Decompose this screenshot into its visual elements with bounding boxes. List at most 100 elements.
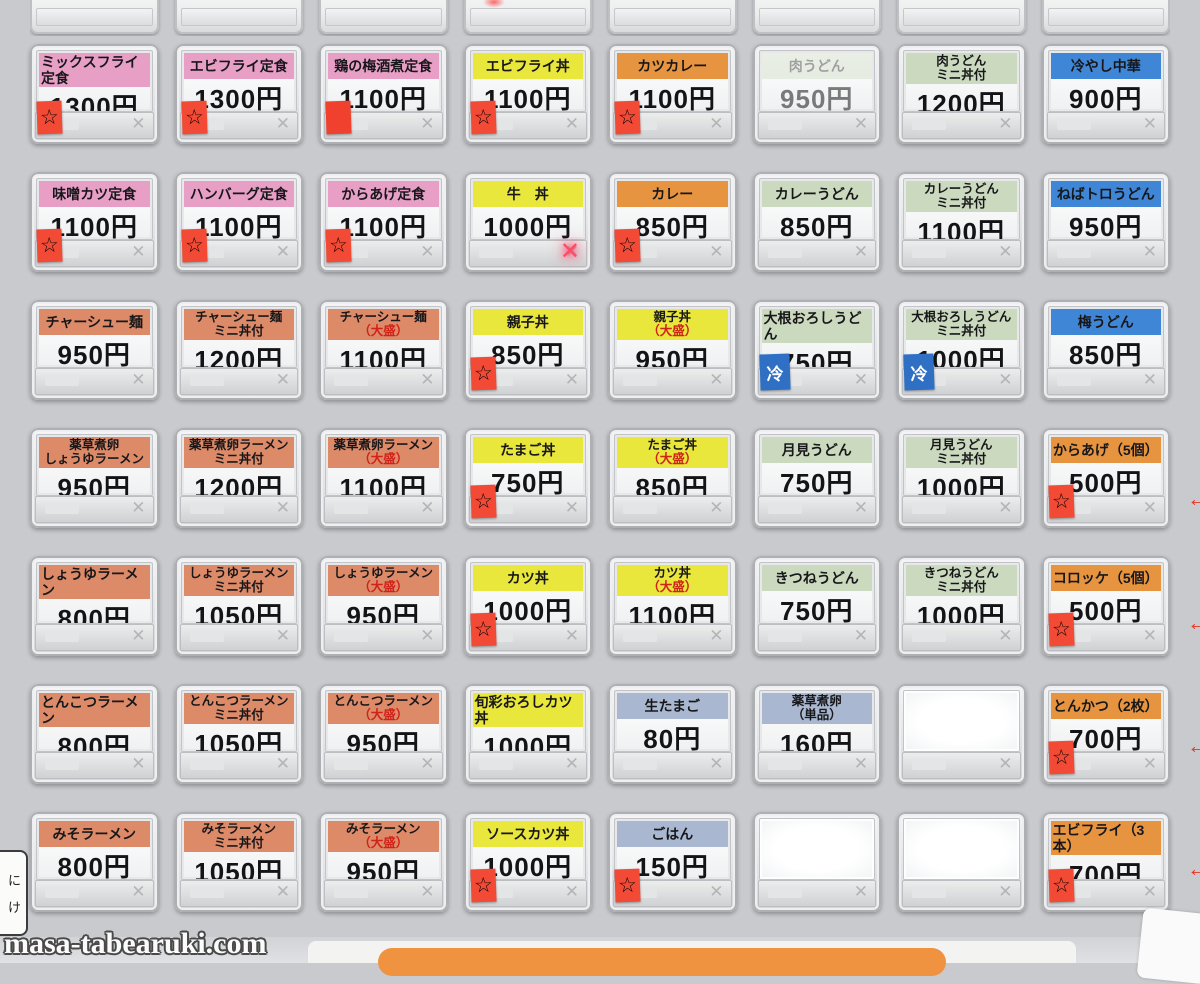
menu-button[interactable]: エビフライ（3本） 700円 ✕ ☆ [1041, 812, 1170, 912]
label-window: みそラーメン （大盛） 950円 [325, 818, 442, 880]
menu-price: 950円 [346, 728, 420, 752]
menu-button[interactable]: しょうゆラーメン ミニ丼付 1050円 ✕ [174, 556, 303, 656]
menu-button[interactable]: カツ丼 1000円 ✕ ☆ [463, 556, 592, 656]
menu-button[interactable]: エビフライ定食 1300円 ✕ ☆ [174, 44, 303, 144]
label-card: 月見うどん 750円 [761, 437, 872, 495]
menu-button[interactable]: ねばトロうどん 950円 ✕ [1041, 172, 1170, 272]
menu-button[interactable]: 鶏の梅酒煮定食 1100円 ✕ [319, 44, 448, 144]
menu-button[interactable]: 月見うどん ミニ丼付 1000円 ✕ [897, 428, 1026, 528]
menu-price: 800円 [57, 732, 131, 752]
menu-button[interactable]: ごはん 150円 ✕ ☆ [608, 812, 737, 912]
menu-button[interactable]: 月見うどん 750円 ✕ [752, 428, 881, 528]
menu-price: 1000円 [916, 344, 1006, 368]
menu-button[interactable]: とんこつラーメン ミニ丼付 1050円 ✕ [174, 684, 303, 784]
menu-button[interactable]: 大根おろしうどん 750円 ✕ 冷 [752, 300, 881, 400]
menu-button[interactable]: カレー 850円 ✕ ☆ [608, 172, 737, 272]
menu-name-header: カツカレー [617, 53, 728, 79]
menu-name-line2: （大盛） [358, 324, 409, 339]
menu-button[interactable]: みそラーメン ミニ丼付 1050円 ✕ [174, 812, 303, 912]
menu-name: チャーシュー麺 [339, 310, 427, 324]
menu-button[interactable]: たまご丼 750円 ✕ ☆ [463, 428, 592, 528]
menu-name: しょうゆラーメン [41, 566, 139, 599]
menu-name: ミックスフライ定食 [41, 54, 139, 87]
menu-button[interactable]: とんかつ（2枚） 700円 ✕ ☆ [1041, 684, 1170, 784]
menu-button[interactable]: エビフライ丼 1100円 ✕ ☆ [463, 44, 592, 144]
flap-x-mark: ✕ [275, 882, 290, 901]
menu-button[interactable]: カツ丼 （大盛） 1100円 ✕ [608, 556, 737, 656]
menu-button[interactable]: 味噌カツ定食 1100円 ✕ ☆ [30, 172, 159, 272]
menu-button[interactable]: ハンバーグ定食 1100円 ✕ ☆ [174, 172, 303, 272]
menu-button[interactable]: 大根おろしうどん ミニ丼付 1000円 ✕ 冷 [897, 300, 1026, 400]
flap-x-mark: ✕ [1142, 626, 1157, 645]
menu-button[interactable]: からあげ定食 1100円 ✕ ☆ [319, 172, 448, 272]
star-sticker-icon: ☆ [180, 100, 208, 135]
menu-button[interactable]: みそラーメン 800円 ✕ [30, 812, 159, 912]
menu-button[interactable]: みそラーメン （大盛） 950円 ✕ [319, 812, 448, 912]
label-window: エビフライ丼 1100円 [469, 50, 586, 112]
star-sticker-icon: ☆ [1047, 484, 1075, 519]
menu-name-header: ごはん [617, 821, 728, 847]
menu-button[interactable]: カレーうどん 850円 ✕ [752, 172, 881, 272]
menu-button[interactable]: 冷やし中華 900円 ✕ [1041, 44, 1170, 144]
menu-button[interactable]: とんこつラーメン 800円 ✕ [30, 684, 159, 784]
menu-button[interactable]: カツカレー 1100円 ✕ ☆ [608, 44, 737, 144]
menu-name-line2: （大盛） [358, 452, 409, 467]
label-card: エビフライ（3本） 700円 [1050, 821, 1161, 879]
label-card: 味噌カツ定食 1100円 [39, 181, 150, 239]
menu-button[interactable]: コロッケ（5個） 500円 ✕ ☆ [1041, 556, 1170, 656]
menu-button[interactable]: たまご丼 （大盛） 850円 ✕ [608, 428, 737, 528]
menu-button[interactable]: 薬草煮卵 （単品） 160円 ✕ [752, 684, 881, 784]
menu-button[interactable]: しょうゆラーメン （大盛） 950円 ✕ [319, 556, 448, 656]
star-sticker-icon: ☆ [469, 484, 497, 519]
menu-button[interactable]: からあげ（5個） 500円 ✕ ☆ [1041, 428, 1170, 528]
menu-button[interactable]: 薬草煮卵 しょうゆラーメン 950円 ✕ [30, 428, 159, 528]
menu-name-line2: ミニ丼付 [213, 452, 264, 467]
ticket-flap: ✕ [902, 496, 1021, 523]
menu-name-line2: ミニ丼付 [213, 324, 264, 339]
menu-button[interactable]: ミックスフライ定食 1300円 ✕ ☆ [30, 44, 159, 144]
menu-button[interactable]: 薬草煮卵ラーメン ミニ丼付 1200円 ✕ [174, 428, 303, 528]
menu-button[interactable]: 牛 丼 1000円 ✕ ✕ [463, 172, 592, 272]
menu-button[interactable]: 薬草煮卵ラーメン （大盛） 1100円 ✕ [319, 428, 448, 528]
menu-button[interactable]: ✕ [897, 684, 1026, 784]
menu-name: 月見うどん [929, 438, 993, 452]
menu-name-header: コロッケ（5個） [1050, 565, 1161, 591]
label-card: チャーシュー麺 （大盛） 1100円 [328, 309, 439, 367]
menu-button[interactable]: とんこつラーメン （大盛） 950円 ✕ [319, 684, 448, 784]
flap-slot [767, 246, 802, 258]
menu-price: 1050円 [194, 856, 284, 880]
flap-slot [623, 374, 657, 386]
label-card: カツカレー 1100円 [617, 53, 728, 111]
menu-button[interactable]: カレーうどん ミニ丼付 1100円 ✕ [897, 172, 1026, 272]
menu-button[interactable]: 肉うどん 950円 ✕ [752, 44, 881, 144]
menu-button[interactable]: 親子丼 （大盛） 950円 ✕ [608, 300, 737, 400]
menu-button[interactable]: 梅うどん 850円 ✕ [1041, 300, 1170, 400]
ticket-flap: ✕ [35, 368, 154, 395]
label-card: とんこつラーメン ミニ丼付 1050円 [183, 693, 294, 751]
menu-name-header: 薬草煮卵 （単品） [761, 693, 872, 724]
menu-button[interactable]: チャーシュー麺 950円 ✕ [30, 300, 159, 400]
ticket-flap: ✕ [468, 240, 587, 267]
menu-button[interactable]: ✕ [752, 812, 881, 912]
menu-name: コロッケ（5個） [1052, 569, 1159, 586]
star-sticker-icon: ☆ [1047, 612, 1075, 647]
label-card: きつねうどん 750円 [761, 565, 872, 623]
menu-button[interactable]: しょうゆラーメン 800円 ✕ [30, 556, 159, 656]
menu-button[interactable]: 生たまご 80円 ✕ [608, 684, 737, 784]
flap-x-mark: ✕ [709, 882, 724, 901]
menu-button[interactable]: きつねうどん ミニ丼付 1000円 ✕ [897, 556, 1026, 656]
menu-button[interactable]: 肉うどん ミニ丼付 1200円 ✕ [897, 44, 1026, 144]
menu-button[interactable]: 旬彩おろしカツ丼 1000円 ✕ [463, 684, 592, 784]
label-card: ハンバーグ定食 1100円 [183, 181, 294, 239]
menu-button[interactable]: チャーシュー麺 ミニ丼付 1200円 ✕ [174, 300, 303, 400]
ticket-flap: ✕ [324, 624, 443, 651]
flap-x-mark: ✕ [131, 114, 146, 133]
label-card: 親子丼 850円 [472, 309, 583, 367]
menu-button[interactable]: チャーシュー麺 （大盛） 1100円 ✕ [319, 300, 448, 400]
menu-name-line2: ミニ丼付 [213, 708, 264, 723]
menu-button[interactable]: ソースカツ丼 1000円 ✕ ☆ [463, 812, 592, 912]
menu-button[interactable]: ✕ [897, 812, 1026, 912]
menu-button[interactable]: きつねうどん 750円 ✕ [752, 556, 881, 656]
menu-button[interactable]: 親子丼 850円 ✕ ☆ [463, 300, 592, 400]
label-window: みそラーメン 800円 [36, 818, 153, 880]
